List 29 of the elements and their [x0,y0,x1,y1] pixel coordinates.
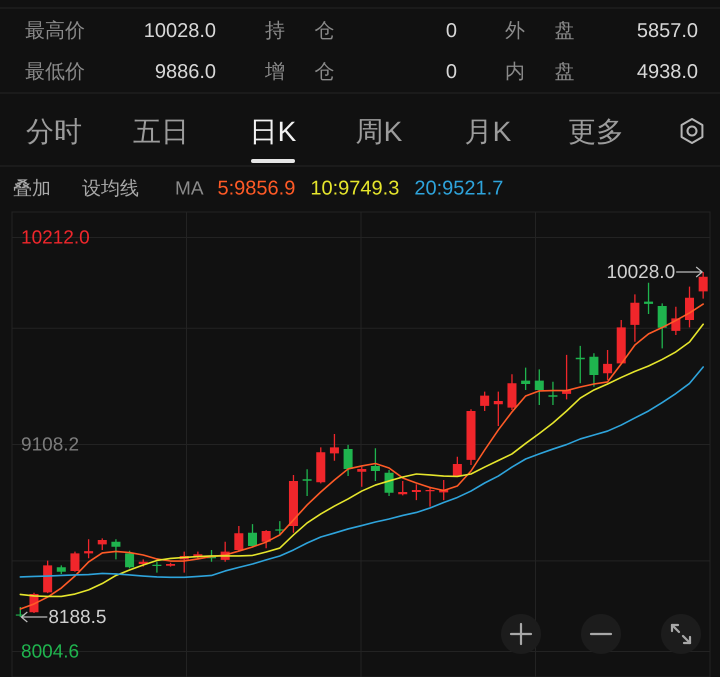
header-value: 5857.0 [636,20,698,42]
y-tick-label: 9108.2 [21,434,80,456]
legend-entry: 5:9856.9 [218,178,296,200]
legend-entry: 10:9749.3 [310,178,400,200]
header-label: 内 盘 [505,61,575,83]
tab-label: 分时 [26,116,82,146]
header-value: 9886.0 [154,61,216,83]
legend-entry: 20:9521.7 [414,178,504,200]
header-value: 4938.0 [636,61,698,83]
tab-label: 五日 [133,116,189,146]
tab-label: 周K [356,116,402,146]
y-tick-label: 10212.0 [21,227,90,248]
header-label: 外 盘 [505,20,575,42]
legend-title: MA [175,178,204,199]
marker-label-high: 10028.0 [606,262,676,283]
header-value: 0 [446,20,457,42]
header-label: 增 仓 [265,61,335,83]
tab-label: 日K [250,116,296,146]
y-tick-label: 8004.6 [21,641,80,662]
tab-label: 更多 [568,116,624,146]
tab-label: 月K [464,116,512,146]
header-value: 10028.0 [144,20,216,42]
toolbar-label: 设均线 [82,178,139,199]
header-label: 最低价 [25,61,85,83]
toolbar-label: 叠加 [13,178,51,199]
header-label: 持 仓 [265,20,335,42]
header-label: 最高价 [25,20,85,42]
marker-label-low: 8188.5 [48,606,106,628]
header-value: 0 [446,61,457,83]
